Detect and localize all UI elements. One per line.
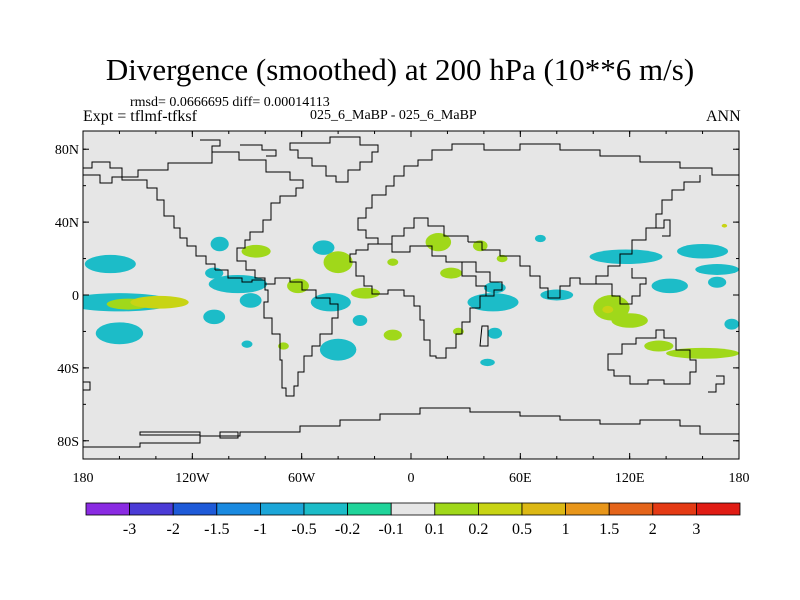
divergence-region: [210, 236, 229, 252]
divergence-region: [203, 309, 226, 325]
expt-label: Expt = tflmf-tfksf: [83, 108, 197, 125]
coastline-eurasia-north: [380, 143, 739, 196]
x-tick-label: 60E: [509, 471, 532, 486]
coastline-north-america-west: [83, 161, 216, 270]
divergence-region: [95, 322, 144, 345]
y-tick-label: 40S: [57, 362, 79, 377]
divergence-region: [440, 267, 463, 279]
divergence-region: [721, 223, 728, 228]
divergence-region: [205, 267, 224, 279]
divergence-region: [312, 240, 335, 255]
divergence-region: [387, 258, 399, 266]
x-tick-label: 180: [73, 471, 94, 486]
coastline-japan: [656, 219, 671, 237]
map-axes: 180 120W 60W 0 60E 120E 180 80N 40N 0 40S 80S: [55, 131, 750, 486]
coastline-arabia: [462, 261, 503, 297]
divergence-region: [239, 293, 262, 308]
y-tick-label: 0: [72, 289, 79, 304]
y-tick-label: 40N: [55, 216, 79, 231]
divergence-region: [241, 244, 271, 258]
x-tick-label: 60W: [288, 471, 316, 486]
divergence-region: [323, 251, 353, 274]
chart-title: Divergence (smoothed) at 200 hPa (10**6 …: [105, 52, 695, 87]
divergence-region: [350, 287, 381, 299]
divergence-region: [666, 347, 739, 359]
x-tick-label: 0: [408, 471, 415, 486]
divergence-region: [352, 315, 368, 326]
divergence-region: [651, 278, 688, 294]
divergence-region: [472, 240, 488, 252]
divergence-region: [383, 329, 402, 341]
coastlines: [83, 136, 739, 448]
divergence-region: [589, 249, 663, 265]
x-tick-label: 180: [729, 471, 750, 486]
divergence-region: [130, 295, 189, 309]
coastline-new-zealand: [708, 375, 725, 393]
coastline-north-america: [83, 151, 304, 282]
y-tick-label: 80N: [55, 143, 79, 158]
divergence-region: [724, 318, 739, 330]
coastline-south-america: [263, 277, 339, 397]
divergence-region: [84, 254, 136, 274]
divergence-field: [83, 223, 739, 367]
plot-background: [83, 131, 739, 459]
stats-label: rmsd= 0.0666695 diff= 0.00014113: [130, 95, 330, 110]
divergence-region: [534, 234, 546, 243]
case-label: 025_6_MaBP - 025_6_MaBP: [310, 108, 477, 123]
x-tick-label: 120E: [615, 471, 645, 486]
coastline-pacific-islands: [83, 381, 91, 391]
coastline-greenland: [289, 136, 379, 183]
coastline-madagascar: [479, 325, 489, 347]
divergence-region: [496, 254, 508, 263]
divergence-region: [602, 305, 614, 314]
coastline-australia: [607, 329, 697, 385]
divergence-region: [644, 340, 674, 352]
divergence-region: [487, 327, 503, 339]
divergence-region: [319, 338, 357, 361]
x-tick-label: 120W: [175, 471, 210, 486]
divergence-region: [677, 243, 729, 259]
divergence-region: [480, 358, 495, 367]
divergence-region: [540, 289, 574, 301]
divergence-region: [277, 342, 289, 350]
coastline-southeast-asia: [596, 268, 647, 305]
divergence-region: [241, 340, 253, 348]
coastline-africa: [349, 243, 487, 359]
season-label: ANN: [706, 108, 741, 125]
coastline-canada-arctic: [200, 139, 277, 157]
divergence-region: [310, 293, 351, 312]
coastline-central-america: [215, 269, 266, 284]
divergence-region: [611, 313, 648, 328]
coastline-antarctica: [83, 407, 739, 448]
divergence-region: [695, 264, 739, 275]
divergence-region: [708, 276, 727, 288]
divergence-region: [452, 327, 464, 336]
y-tick-label: 80S: [57, 435, 79, 450]
coastline-ross-shelf: [139, 431, 239, 439]
